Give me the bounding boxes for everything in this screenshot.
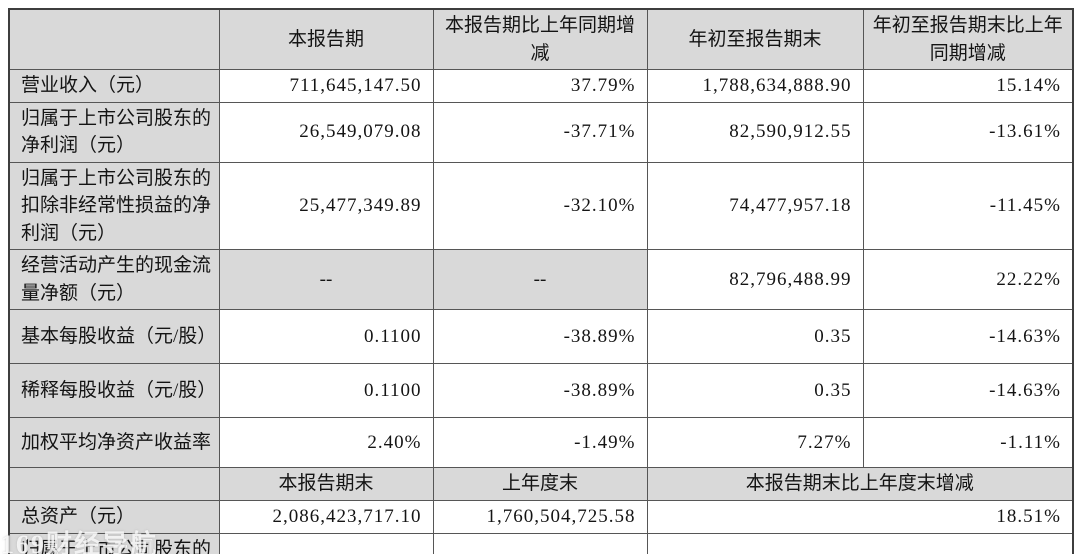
table-cell: -14.63% [862, 309, 1074, 365]
table-cell: 25,477,349.89 [218, 161, 434, 251]
table-cell-not-applicable: -- [432, 249, 648, 311]
table-row: 归属于上市公司股东的扣除非经常性损益的净利润（元） 25,477,349.89 … [8, 161, 1074, 251]
table-cell: 1,788,634,888.90 [646, 69, 864, 103]
header-cell-ytd: 年初至报告期末 [646, 8, 864, 71]
table-row: 归属于上市公司股东的净利润（元） 26,549,079.08 -37.71% 8… [8, 101, 1074, 163]
table-cell: 711,645,147.50 [218, 69, 434, 103]
row-label: 稀释每股收益（元/股） [8, 363, 220, 419]
table-cell: 26,549,079.08 [218, 101, 434, 163]
table-cell: -11.45% [862, 161, 1074, 251]
row-label: 加权平均净资产收益率 [8, 417, 220, 469]
row-label: 基本每股收益（元/股） [8, 309, 220, 365]
table-cell: 1,760,504,725.58 [432, 500, 648, 534]
table-cell: 0.35 [646, 363, 864, 419]
row-label: 归属于上市公司股东的扣除非经常性损益的净利润（元） [8, 161, 220, 251]
table-row: 经营活动产生的现金流量净额（元） -- -- 82,796,488.99 22.… [8, 249, 1074, 311]
header-cell-ytd-yoy-change: 年初至报告期末比上年同期增减 [862, 8, 1074, 71]
header-cell-period-end-change: 本报告期末比上年度末增减 [646, 467, 1074, 502]
table-header-row-top: 本报告期 本报告期比上年同期增减 年初至报告期末 年初至报告期末比上年同期增减 [8, 8, 1074, 71]
table-row: 总资产（元） 2,086,423,717.10 1,760,504,725.58… [8, 500, 1074, 534]
table-cell: 1,123,870,917.95 [432, 532, 648, 554]
header-cell-empty [8, 467, 220, 502]
table-header-row-bottom: 本报告期末 上年度末 本报告期末比上年度末增减 [8, 467, 1074, 502]
table-cell: -37.71% [432, 101, 648, 163]
table-cell: -0.44% [646, 532, 1074, 554]
header-cell-current-period: 本报告期 [218, 8, 434, 71]
report-page: 本报告期 本报告期比上年同期增减 年初至报告期末 年初至报告期末比上年同期增减 … [0, 8, 1080, 554]
row-label: 归属于上市公司股东的净利润（元） [8, 101, 220, 163]
header-cell-prior-year-end: 上年度末 [432, 467, 648, 502]
table-cell: -1.49% [432, 417, 648, 469]
table-cell: -1.11% [862, 417, 1074, 469]
table-cell: -13.61% [862, 101, 1074, 163]
table-cell: 18.51% [646, 500, 1074, 534]
table-cell: 7.27% [646, 417, 864, 469]
table-cell: 82,796,488.99 [646, 249, 864, 311]
table-row: 加权平均净资产收益率 2.40% -1.49% 7.27% -1.11% [8, 417, 1074, 469]
header-cell-empty [8, 8, 220, 71]
table-cell: 1,118,872,016.84 [218, 532, 434, 554]
table-cell: -32.10% [432, 161, 648, 251]
table-cell-not-applicable: -- [218, 249, 434, 311]
table-cell: 2.40% [218, 417, 434, 469]
table-cell: 37.79% [432, 69, 648, 103]
table-cell: -14.63% [862, 363, 1074, 419]
table-cell: 0.1100 [218, 363, 434, 419]
table-cell: 0.1100 [218, 309, 434, 365]
table-cell: -38.89% [432, 363, 648, 419]
row-label: 归属于上市公司股东的所有者权益（元） [8, 532, 220, 554]
table-cell: 15.14% [862, 69, 1074, 103]
table-row: 稀释每股收益（元/股） 0.1100 -38.89% 0.35 -14.63% [8, 363, 1074, 419]
table-row: 基本每股收益（元/股） 0.1100 -38.89% 0.35 -14.63% [8, 309, 1074, 365]
table-cell: 2,086,423,717.10 [218, 500, 434, 534]
header-cell-period-end: 本报告期末 [218, 467, 434, 502]
table-cell: -38.89% [432, 309, 648, 365]
table-cell: 22.22% [862, 249, 1074, 311]
table-row: 营业收入（元） 711,645,147.50 37.79% 1,788,634,… [8, 69, 1074, 103]
financial-summary-table: 本报告期 本报告期比上年同期增减 年初至报告期末 年初至报告期末比上年同期增减 … [8, 8, 1074, 554]
table-cell: 82,590,912.55 [646, 101, 864, 163]
row-label: 营业收入（元） [8, 69, 220, 103]
table-cell: 74,477,957.18 [646, 161, 864, 251]
table-row: 归属于上市公司股东的所有者权益（元） 1,118,872,016.84 1,12… [8, 532, 1074, 554]
table-cell: 0.35 [646, 309, 864, 365]
row-label: 经营活动产生的现金流量净额（元） [8, 249, 220, 311]
header-cell-yoy-change: 本报告期比上年同期增减 [432, 8, 648, 71]
row-label: 总资产（元） [8, 500, 220, 534]
